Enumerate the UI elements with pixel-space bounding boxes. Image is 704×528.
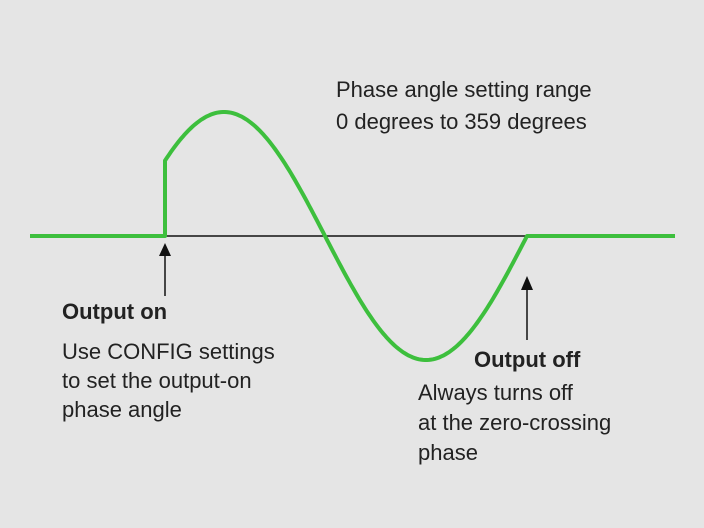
output-on-title: Output on	[62, 299, 168, 324]
output-on-desc-3: phase angle	[62, 397, 182, 422]
output-on-arrow	[159, 243, 171, 296]
output-on-desc-2: to set the output-on	[62, 368, 252, 393]
output-off-desc-2: at the zero-crossing	[418, 410, 612, 435]
output-waveform	[30, 110, 675, 362]
output-off-desc-1: Always turns off	[418, 380, 573, 405]
output-on-desc-1: Use CONFIG settings	[62, 339, 275, 364]
output-off-title: Output off	[474, 347, 581, 372]
range-label-line1: Phase angle setting range	[336, 77, 592, 102]
output-off-desc-3: phase	[418, 440, 478, 465]
range-label-line2: 0 degrees to 359 degrees	[336, 109, 587, 134]
output-off-arrow	[521, 276, 533, 340]
